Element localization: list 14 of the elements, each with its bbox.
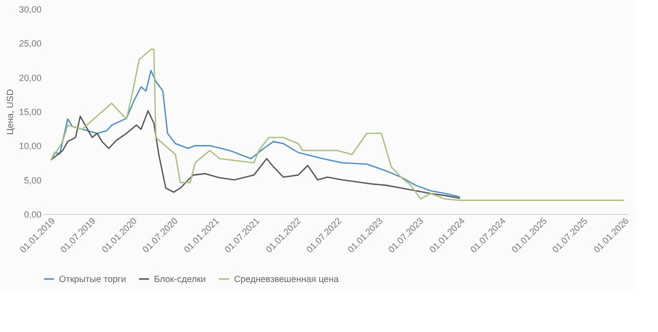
y-tick-label: 5,00 (24, 175, 42, 186)
line-series (50, 110, 461, 199)
y-tick-label: 30,00 (18, 4, 42, 14)
legend-label: Открытые торги (59, 274, 126, 284)
y-tick-label: 25,00 (18, 38, 42, 49)
legend-label: Средневзвешенная цена (234, 274, 339, 284)
y-tick-label: 15,00 (18, 107, 42, 117)
y-tick-label: 0,00 (24, 210, 42, 220)
y-axis-title: Цена, USD (4, 88, 15, 135)
legend-label: Блок-сделки (154, 274, 206, 284)
y-tick-label: 10,00 (18, 141, 42, 152)
line-series (50, 70, 461, 198)
line-series (50, 48, 624, 201)
y-tick-label: 20,00 (18, 72, 42, 83)
